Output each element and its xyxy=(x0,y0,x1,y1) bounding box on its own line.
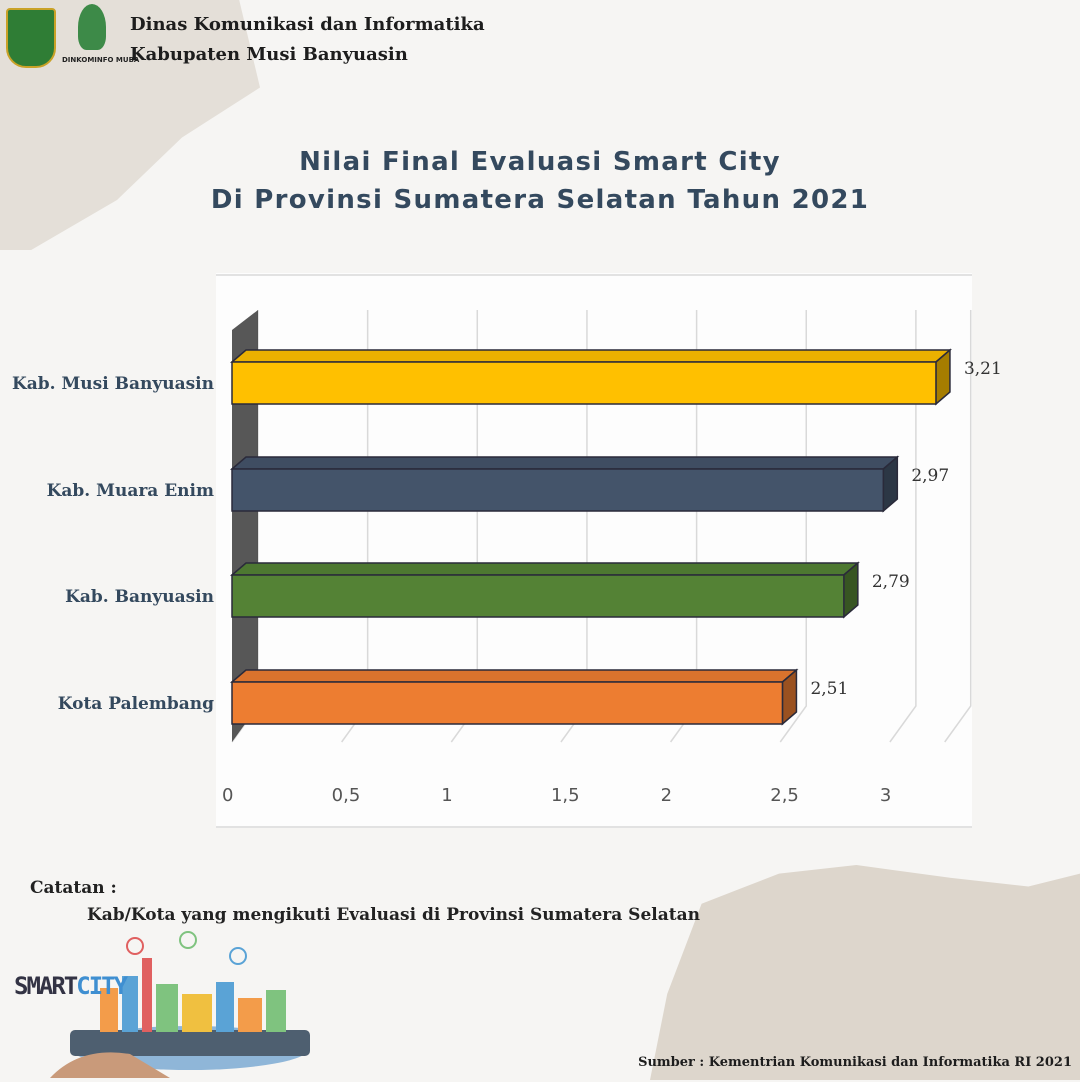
x-tick-label: 2 xyxy=(661,785,672,806)
smart-city-logo-a: SMART xyxy=(14,972,78,1000)
x-tick-label: 0 xyxy=(222,785,233,806)
note-text: Kab/Kota yang mengikuti Evaluasi di Prov… xyxy=(87,905,700,925)
bar xyxy=(231,574,845,618)
data-label: 3,21 xyxy=(964,359,1002,379)
torn-paper-decoration xyxy=(650,865,1080,1080)
x-tick-label: 1,5 xyxy=(551,785,580,806)
data-label: 2,51 xyxy=(810,679,848,699)
bar xyxy=(231,681,784,725)
source-citation: Sumber : Kementrian Komunikasi dan Infor… xyxy=(638,1055,1072,1070)
city-skyline-icon xyxy=(50,931,310,1078)
gridline xyxy=(779,310,807,743)
org-line-1: Dinas Komunikasi dan Informatika xyxy=(130,14,485,35)
x-tick-label: 2,5 xyxy=(770,785,799,806)
organization-name: Dinas Komunikasi dan Informatika Kabupat… xyxy=(130,10,485,70)
category-label: Kab. Banyuasin xyxy=(65,587,214,607)
bar xyxy=(231,468,885,512)
bar xyxy=(231,361,937,405)
data-label: 2,79 xyxy=(872,572,910,592)
x-tick-label: 0,5 xyxy=(332,785,361,806)
regency-crest-icon xyxy=(6,8,56,68)
chart-title-line-1: Nilai Final Evaluasi Smart City xyxy=(299,147,781,177)
category-label: Kota Palembang xyxy=(58,694,214,714)
bar-top-face xyxy=(229,456,900,470)
org-line-2: Kabupaten Musi Banyuasin xyxy=(130,44,408,65)
bar-chart: 0 0,5 1 1,5 2 2,5 3 3,21 Kab. Musi Banyuasin 2,97… xyxy=(12,274,1002,828)
category-label: Kab. Musi Banyuasin xyxy=(12,374,214,394)
gridline xyxy=(889,310,917,743)
logo-caption: DINKOMINFO MUBA xyxy=(62,56,140,64)
chart-title: Nilai Final Evaluasi Smart City Di Provi… xyxy=(0,143,1080,219)
dinkominfo-logo: DINKOMINFO MUBA xyxy=(62,4,139,68)
x-tick-label: 1 xyxy=(441,785,452,806)
rocket-logo-icon xyxy=(78,4,106,50)
smart-city-logo: SMARTCITY xyxy=(14,972,128,1000)
x-tick-label: 3 xyxy=(880,785,891,806)
category-label: Kab. Muara Enim xyxy=(47,481,214,501)
smart-city-illustration: SMARTCITY xyxy=(10,928,310,1078)
note-label: Catatan : xyxy=(30,878,117,898)
gridline xyxy=(944,310,972,743)
smart-city-logo-b: CITY xyxy=(76,972,128,1000)
data-label: 2,97 xyxy=(911,466,949,486)
bar-top-face xyxy=(229,562,860,576)
chart-title-line-2: Di Provinsi Sumatera Selatan Tahun 2021 xyxy=(210,185,870,215)
chart-wall-shadow xyxy=(232,310,258,742)
bar-top-face xyxy=(229,349,952,363)
bar-top-face xyxy=(229,669,799,683)
